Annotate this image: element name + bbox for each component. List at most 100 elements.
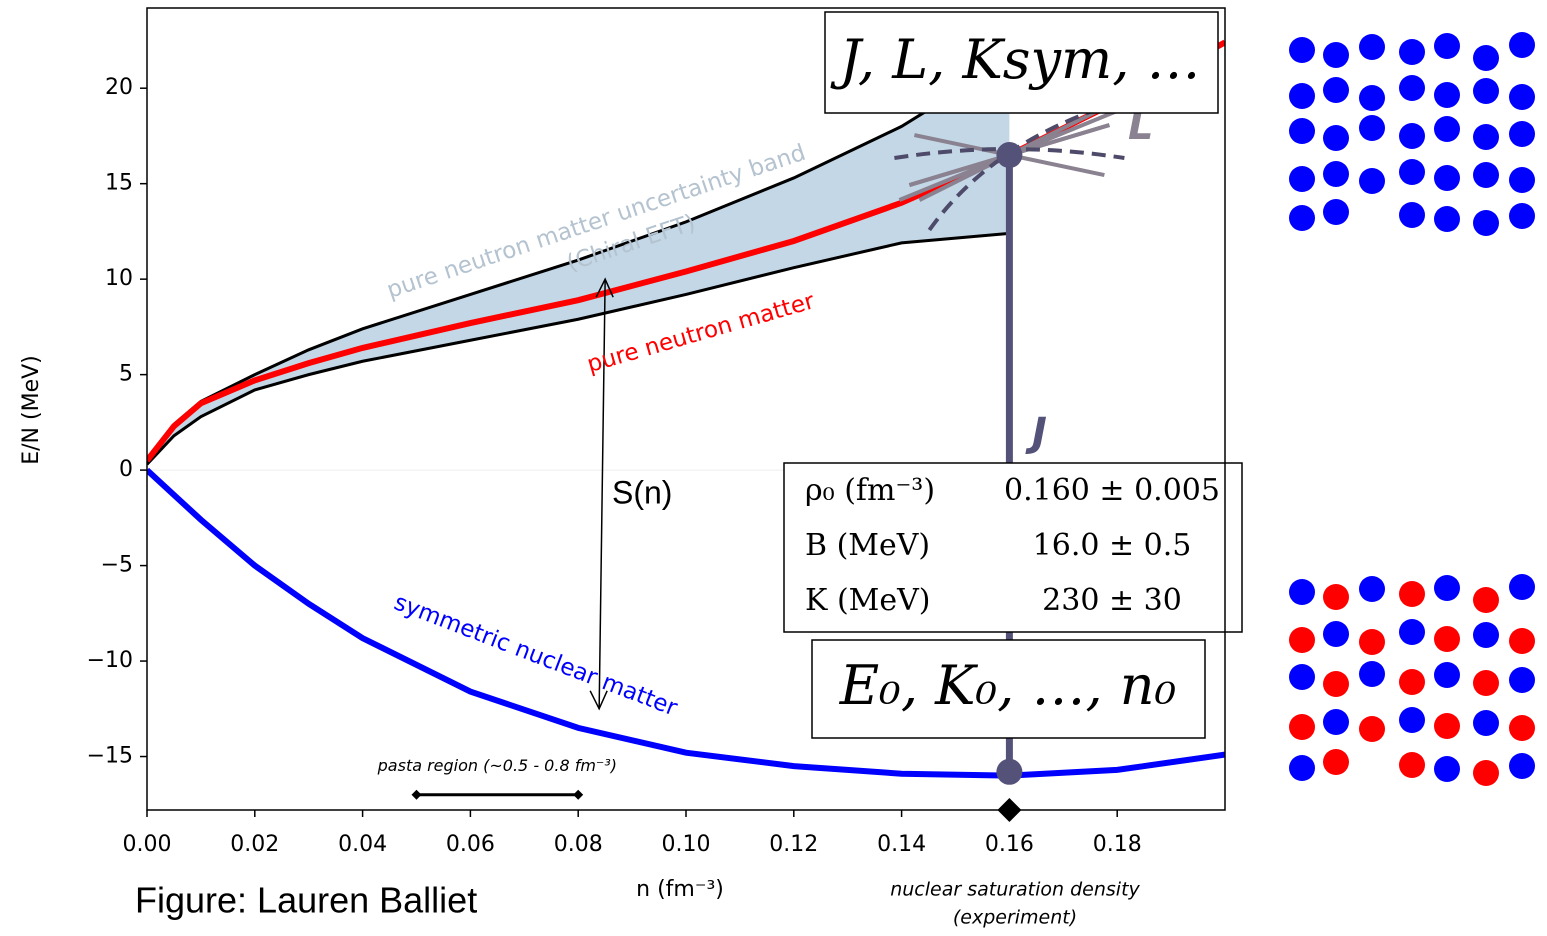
x-axis-label: n (fm⁻³) <box>636 877 724 902</box>
x-tick-label: 0.02 <box>230 832 279 857</box>
neutron <box>1509 574 1535 600</box>
neutron <box>1473 210 1499 236</box>
neutron <box>1434 165 1460 191</box>
proton <box>1359 629 1385 655</box>
neutron <box>1434 82 1460 108</box>
neutron <box>1289 755 1315 781</box>
table-cell: ρ₀ (fm⁻³) <box>805 473 935 508</box>
neutron <box>1289 166 1315 192</box>
neutron <box>1509 753 1535 779</box>
neutron <box>1399 123 1425 149</box>
neutron <box>1473 78 1499 104</box>
chart: pure neutron matter uncertainty band(Chi… <box>0 0 1547 936</box>
neutron <box>1359 168 1385 194</box>
neutron <box>1323 77 1349 103</box>
proton <box>1434 713 1460 739</box>
saturation-point <box>996 759 1022 785</box>
x-tick-label: 0.00 <box>123 832 172 857</box>
param-text: E₀, K₀, …, n₀ <box>839 654 1176 717</box>
neutron <box>1399 159 1425 185</box>
y-tick-label: 0 <box>119 457 133 482</box>
saturation-label: (experiment) <box>953 907 1077 929</box>
figure-credit: Figure: Lauren Balliet <box>135 880 477 921</box>
neutron <box>1289 664 1315 690</box>
neutron <box>1434 116 1460 142</box>
snm-label: symmetric nuclear matter <box>391 589 682 721</box>
neutron <box>1399 75 1425 101</box>
neutron <box>1434 575 1460 601</box>
table-cell: K (MeV) <box>805 583 931 618</box>
y-tick-label: 20 <box>105 75 133 100</box>
proton <box>1289 627 1315 653</box>
x-tick-label: 0.08 <box>554 832 603 857</box>
neutron <box>1509 32 1535 58</box>
proton <box>1323 584 1349 610</box>
neutron <box>1289 37 1315 63</box>
pasta-label: pasta region (~0.5 - 0.8 fm⁻³) <box>377 756 617 775</box>
pasta-end <box>412 790 422 800</box>
neutron <box>1473 710 1499 736</box>
sn-arrow <box>599 279 605 709</box>
neutron <box>1359 85 1385 111</box>
x-tick-label: 0.14 <box>877 832 926 857</box>
x-tick-label: 0.06 <box>446 832 495 857</box>
proton <box>1359 716 1385 742</box>
neutron <box>1323 199 1349 225</box>
neutron <box>1434 33 1460 59</box>
saturation-label: nuclear saturation density <box>890 879 1140 901</box>
neutron <box>1323 161 1349 187</box>
neutron <box>1509 84 1535 110</box>
neutron <box>1289 205 1315 231</box>
neutron <box>1289 83 1315 109</box>
proton <box>1473 587 1499 613</box>
neutron <box>1399 202 1425 228</box>
neutron <box>1509 203 1535 229</box>
neutron <box>1289 579 1315 605</box>
proton <box>1509 628 1535 654</box>
sn-label: S(n) <box>612 474 672 510</box>
y-tick-label: −10 <box>87 648 133 673</box>
neutron <box>1359 661 1385 687</box>
x-tick-label: 0.10 <box>662 832 711 857</box>
proton <box>1434 626 1460 652</box>
neutron <box>1509 167 1535 193</box>
neutron <box>1434 756 1460 782</box>
neutron <box>1399 39 1425 65</box>
proton <box>1399 669 1425 695</box>
pasta-end <box>573 790 583 800</box>
neutron <box>1434 206 1460 232</box>
x-tick-label: 0.16 <box>985 832 1034 857</box>
param-text: J, L, Ksym, … <box>829 28 1200 91</box>
neutron <box>1323 709 1349 735</box>
neutron <box>1434 662 1460 688</box>
J-label: J <box>1025 410 1047 456</box>
table-cell: 0.160 ± 0.005 <box>1004 473 1220 508</box>
x-tick-label: 0.04 <box>338 832 387 857</box>
neutron <box>1473 622 1499 648</box>
neutron <box>1323 125 1349 151</box>
y-tick-label: −5 <box>101 553 133 578</box>
proton <box>1323 749 1349 775</box>
proton <box>1473 670 1499 696</box>
y-tick-label: −15 <box>87 744 133 769</box>
proton <box>1323 671 1349 697</box>
table-cell: 16.0 ± 0.5 <box>1033 528 1192 563</box>
y-axis-label: E/N (MeV) <box>19 355 44 465</box>
y-tick-label: 10 <box>105 266 133 291</box>
neutron <box>1509 667 1535 693</box>
overlay: pasta region (~0.5 - 0.8 fm⁻³)S(n)pure n… <box>377 12 1242 822</box>
proton <box>1399 581 1425 607</box>
neutron <box>1399 619 1425 645</box>
neutron <box>1289 118 1315 144</box>
particle-illustration <box>1289 32 1535 786</box>
table-cell: B (MeV) <box>805 528 930 563</box>
neutron <box>1323 42 1349 68</box>
neutron <box>1473 124 1499 150</box>
neutron <box>1359 576 1385 602</box>
proton <box>1289 714 1315 740</box>
neutron <box>1399 707 1425 733</box>
proton <box>1399 752 1425 778</box>
y-tick-label: 5 <box>119 362 133 387</box>
saturation-point <box>996 142 1022 168</box>
neutron <box>1473 162 1499 188</box>
